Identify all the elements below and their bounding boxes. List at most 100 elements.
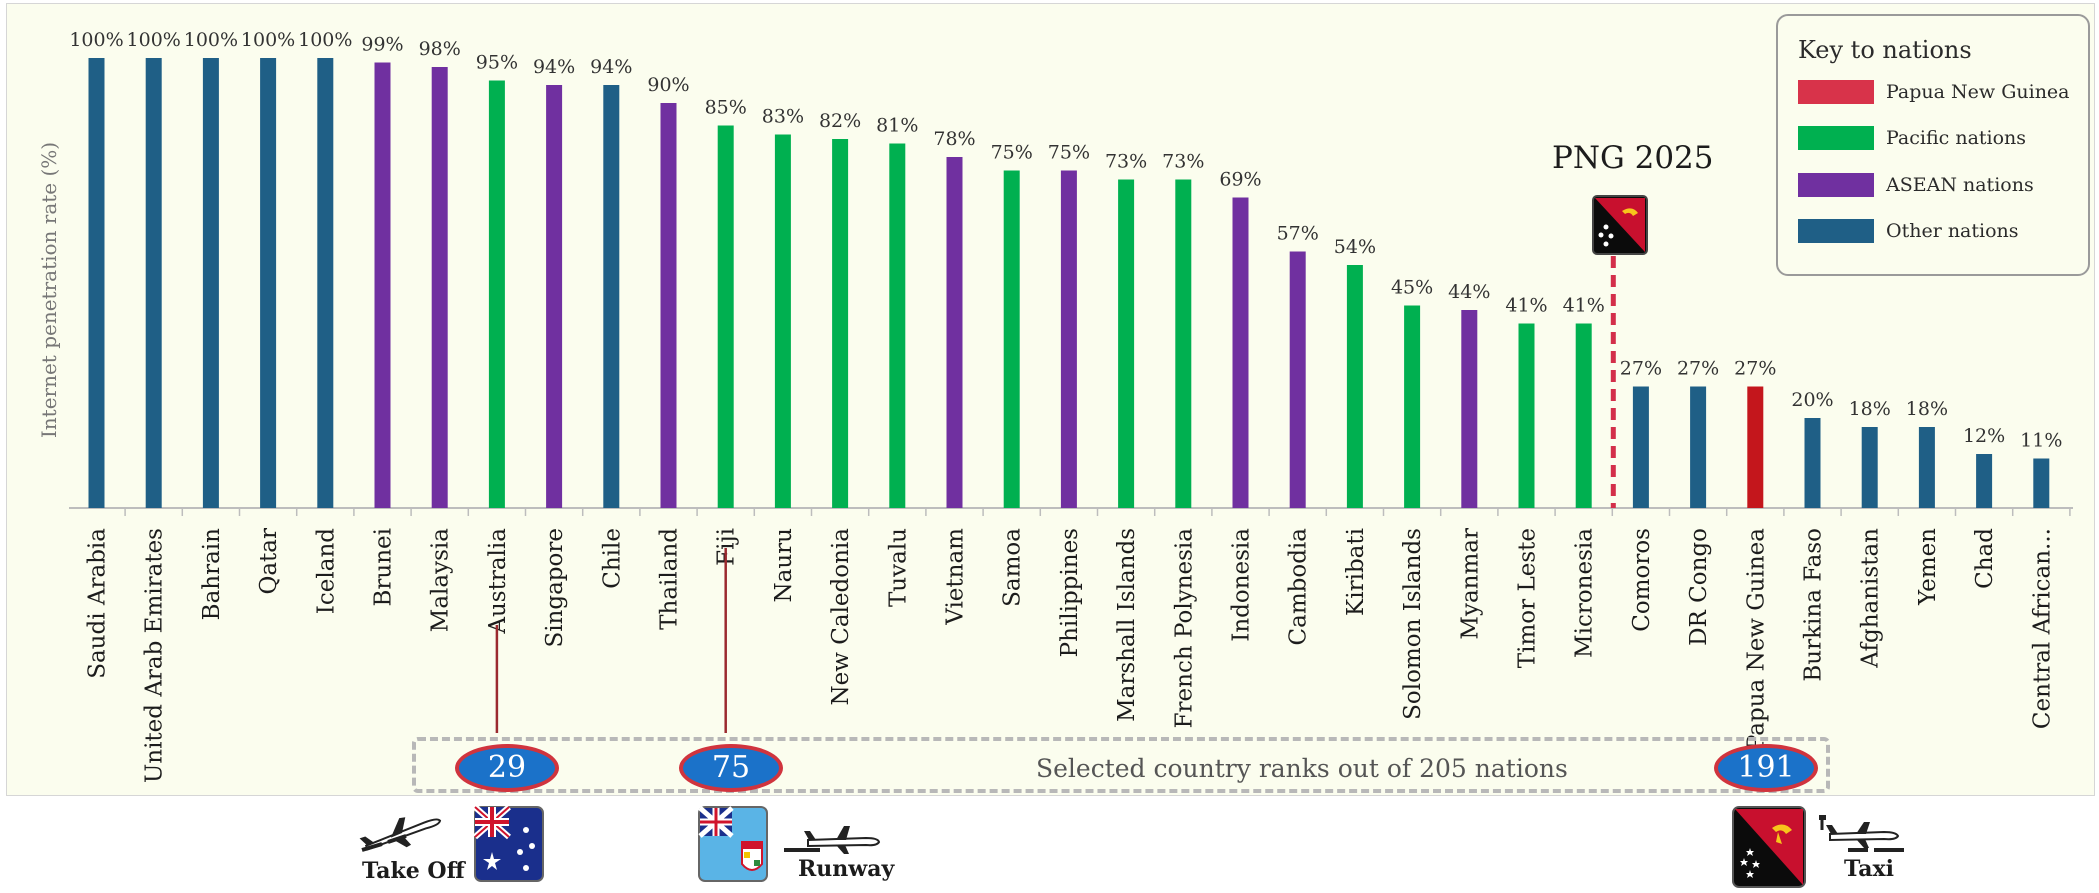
legend-swatch-asean: [1798, 173, 1874, 197]
bar: [1861, 427, 1878, 508]
bar: [1632, 386, 1649, 508]
data-label: 12%: [1963, 425, 2005, 447]
x-tick-label: Bahrain: [199, 528, 225, 620]
bar: [260, 58, 277, 508]
bar: [1918, 427, 1935, 508]
x-tick-label: Vietnam: [943, 528, 969, 626]
taxi-label: Taxi: [1844, 856, 1894, 882]
bar: [1404, 305, 1421, 508]
bar: [374, 62, 391, 508]
australia-flag-icon: [474, 806, 544, 882]
rank-box: [412, 737, 1830, 793]
bar: [317, 58, 334, 508]
x-tick-label: Yemen: [1915, 528, 1941, 606]
bar: [2033, 458, 2050, 508]
airplane-takeoff-icon: [359, 817, 442, 852]
data-label: 75%: [1048, 142, 1090, 164]
y-axis-label: Internet penetration rate (%): [37, 142, 61, 438]
x-tick-label: Cambodia: [1286, 528, 1312, 646]
x-tick-label: Tuvalu: [885, 528, 911, 607]
bar: [889, 143, 906, 508]
data-label: 11%: [2020, 430, 2062, 452]
bar: [1461, 310, 1478, 508]
data-label: 73%: [1162, 151, 1204, 173]
bar: [1518, 323, 1535, 508]
data-label: 100%: [298, 29, 352, 51]
data-label: 41%: [1505, 295, 1547, 317]
png-flag-icon: [1732, 806, 1806, 888]
x-tick-label: Indonesia: [1229, 528, 1255, 642]
data-label: 90%: [647, 74, 689, 96]
legend-label-asean: ASEAN nations: [1886, 174, 2034, 196]
bar: [488, 80, 505, 508]
data-label: 75%: [991, 142, 1033, 164]
data-label: 45%: [1391, 277, 1433, 299]
x-tick-label: Marshall Islands: [1114, 528, 1140, 722]
data-label: 94%: [590, 56, 632, 78]
bar: [946, 157, 963, 508]
bar: [832, 139, 849, 508]
data-label: 41%: [1563, 295, 1605, 317]
bar: [1575, 323, 1592, 508]
bar: [1175, 179, 1192, 508]
bar: [1690, 386, 1707, 508]
bar: [774, 134, 791, 508]
x-tick-label: Kiribati: [1343, 528, 1369, 616]
x-tick-label: Timor Leste: [1515, 528, 1541, 668]
x-tick-label: Thailand: [657, 528, 683, 630]
x-tick-label: Saudi Arabia: [85, 528, 111, 679]
x-tick-label: Philippines: [1057, 528, 1083, 657]
bar: [202, 58, 219, 508]
legend-swatch-other: [1798, 219, 1874, 243]
data-label: 18%: [1906, 398, 1948, 420]
legend-label-other: Other nations: [1886, 220, 2019, 242]
airplane-taxi-icon: [1819, 815, 1904, 852]
x-tick-label: Myanmar: [1457, 528, 1483, 640]
legend-title: Key to nations: [1798, 36, 1972, 64]
data-label: 27%: [1734, 358, 1776, 380]
bar: [660, 103, 677, 508]
x-tick-label: French Polynesia: [1171, 528, 1197, 729]
take-off-label: Take Off: [362, 858, 465, 884]
data-label: 100%: [127, 29, 181, 51]
data-label: 82%: [819, 110, 861, 132]
x-tick-label: Iceland: [313, 528, 339, 614]
bar: [1976, 454, 1993, 508]
x-tick-label: New Caledonia: [828, 528, 854, 706]
bar: [88, 58, 105, 508]
x-tick-label: Samoa: [1000, 528, 1026, 607]
data-label: 57%: [1277, 223, 1319, 245]
legend-swatch-png: [1798, 80, 1874, 104]
fiji-flag-icon: [698, 806, 768, 882]
x-tick-label: Nauru: [771, 528, 797, 602]
data-label: 27%: [1677, 358, 1719, 380]
runway-label: Runway: [798, 856, 895, 882]
rank-caption: Selected country ranks out of 205 nation…: [1036, 754, 1568, 783]
x-tick-label: Chile: [599, 528, 625, 589]
x-tick-label: Central African...: [2029, 528, 2055, 729]
data-label: 81%: [876, 115, 918, 137]
legend-swatch-pacific: [1798, 126, 1874, 150]
x-tick-label: Papua New Guinea: [1743, 528, 1769, 750]
legend-label-png: Papua New Guinea: [1886, 81, 2070, 103]
bar: [1747, 386, 1764, 508]
data-label: 54%: [1334, 236, 1376, 258]
x-tick-label: Burkina Faso: [1801, 528, 1827, 682]
bar: [145, 58, 162, 508]
data-label: 20%: [1791, 389, 1833, 411]
x-tick-label: Malaysia: [428, 528, 454, 632]
x-tick-label: United Arab Emirates: [142, 528, 168, 783]
bar: [1289, 251, 1306, 508]
data-label: 69%: [1219, 169, 1261, 191]
data-label: 27%: [1620, 358, 1662, 380]
png-2025-annotation: PNG 2025: [1552, 140, 1714, 176]
data-label: 94%: [533, 56, 575, 78]
data-label: 99%: [361, 34, 403, 56]
data-label: 100%: [69, 29, 123, 51]
x-tick-label: Chad: [1972, 528, 1998, 589]
rank-badge-fiji: 75: [679, 744, 783, 792]
data-label: 83%: [762, 106, 804, 128]
data-label: 100%: [184, 29, 238, 51]
data-label: 98%: [419, 38, 461, 60]
x-tick-label: Australia: [485, 528, 511, 635]
